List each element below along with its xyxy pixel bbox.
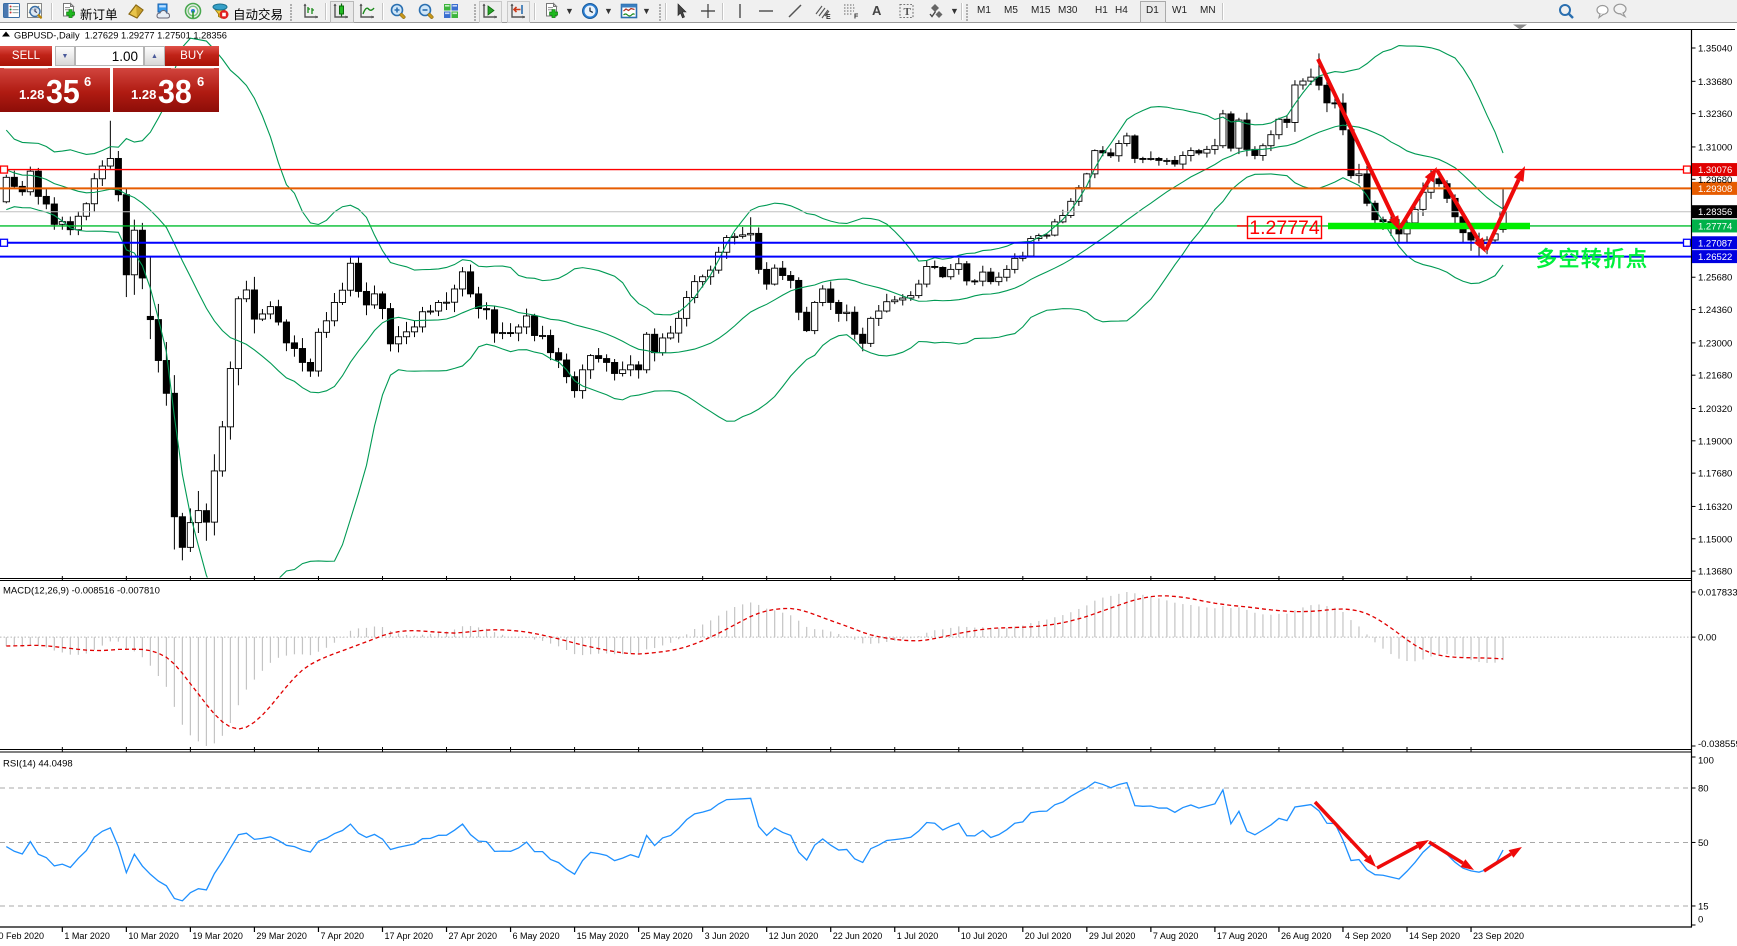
- svg-text:17 Aug 2020: 17 Aug 2020: [1217, 931, 1268, 941]
- svg-text:1.25680: 1.25680: [1698, 273, 1732, 284]
- svg-text:1.31000: 1.31000: [1698, 142, 1732, 153]
- svg-text:1.33680: 1.33680: [1698, 77, 1732, 88]
- svg-text:1.26522: 1.26522: [1698, 252, 1732, 263]
- svg-text:14 Sep 2020: 14 Sep 2020: [1409, 931, 1460, 941]
- svg-text:1.27774: 1.27774: [1249, 217, 1320, 239]
- svg-text:-0.038559: -0.038559: [1698, 739, 1737, 750]
- svg-text:1.28356: 1.28356: [1698, 207, 1732, 218]
- svg-text:26 Aug 2020: 26 Aug 2020: [1281, 931, 1332, 941]
- svg-text:7 Apr 2020: 7 Apr 2020: [320, 931, 364, 941]
- svg-text:RSI(14) 44.0498: RSI(14) 44.0498: [3, 759, 73, 770]
- svg-text:100: 100: [1698, 756, 1714, 767]
- svg-text:1 Mar 2020: 1 Mar 2020: [64, 931, 110, 941]
- svg-text:1.29680: 1.29680: [1698, 175, 1732, 186]
- svg-text:23 Sep 2020: 23 Sep 2020: [1473, 931, 1524, 941]
- svg-text:1.32360: 1.32360: [1698, 109, 1732, 120]
- svg-text:1.19000: 1.19000: [1698, 436, 1732, 447]
- svg-text:15: 15: [1698, 901, 1709, 912]
- svg-text:GBPUSD-,Daily 1.27629 1.29277: GBPUSD-,Daily 1.27629 1.29277 1.27501 1.…: [14, 31, 227, 41]
- svg-text:10 Mar 2020: 10 Mar 2020: [128, 931, 179, 941]
- svg-text:20 Jul 2020: 20 Jul 2020: [1025, 931, 1072, 941]
- svg-text:T: T: [904, 6, 912, 18]
- svg-text:1.21680: 1.21680: [1698, 371, 1732, 382]
- svg-text:4 Sep 2020: 4 Sep 2020: [1345, 931, 1391, 941]
- svg-text:27 Apr 2020: 27 Apr 2020: [449, 931, 498, 941]
- svg-text:1.17680: 1.17680: [1698, 469, 1732, 480]
- svg-text:1.27774: 1.27774: [1698, 221, 1732, 232]
- svg-text:1.23000: 1.23000: [1698, 338, 1732, 349]
- svg-text:50: 50: [1698, 838, 1709, 849]
- svg-text:1.29308: 1.29308: [1698, 184, 1732, 195]
- svg-text:20 Feb 2020: 20 Feb 2020: [0, 931, 44, 941]
- svg-text:7 Aug 2020: 7 Aug 2020: [1153, 931, 1199, 941]
- svg-text:1.20320: 1.20320: [1698, 404, 1732, 415]
- svg-text:19 Mar 2020: 19 Mar 2020: [192, 931, 243, 941]
- svg-text:1.13680: 1.13680: [1698, 567, 1732, 578]
- svg-text:15 May 2020: 15 May 2020: [577, 931, 629, 941]
- svg-text:E: E: [826, 14, 831, 20]
- svg-text:0: 0: [1698, 915, 1703, 926]
- svg-text:MACD(12,26,9) -0.008516 -0.007: MACD(12,26,9) -0.008516 -0.007810: [3, 586, 160, 597]
- svg-text:3 Jun 2020: 3 Jun 2020: [705, 931, 750, 941]
- svg-text:1.16320: 1.16320: [1698, 502, 1732, 513]
- svg-text:1 Jul 2020: 1 Jul 2020: [897, 931, 939, 941]
- svg-text:0.017833: 0.017833: [1698, 588, 1737, 599]
- svg-text:25 May 2020: 25 May 2020: [641, 931, 693, 941]
- svg-text:6 May 2020: 6 May 2020: [513, 931, 560, 941]
- svg-text:1.35040: 1.35040: [1698, 44, 1732, 55]
- svg-text:22 Jun 2020: 22 Jun 2020: [833, 931, 883, 941]
- svg-text:29 Jul 2020: 29 Jul 2020: [1089, 931, 1136, 941]
- svg-text:1.24360: 1.24360: [1698, 305, 1732, 316]
- svg-text:80: 80: [1698, 784, 1709, 795]
- svg-text:F: F: [854, 14, 859, 21]
- svg-text:12 Jun 2020: 12 Jun 2020: [769, 931, 819, 941]
- svg-text:1.27087: 1.27087: [1698, 238, 1732, 249]
- svg-text:多空转折点: 多空转折点: [1536, 247, 1649, 271]
- svg-text:1.30076: 1.30076: [1698, 165, 1732, 176]
- svg-text:10 Jul 2020: 10 Jul 2020: [961, 931, 1008, 941]
- svg-text:29 Mar 2020: 29 Mar 2020: [256, 931, 307, 941]
- svg-text:1.15000: 1.15000: [1698, 534, 1732, 545]
- svg-text:0.00: 0.00: [1698, 633, 1717, 644]
- svg-text:17 Apr 2020: 17 Apr 2020: [384, 931, 433, 941]
